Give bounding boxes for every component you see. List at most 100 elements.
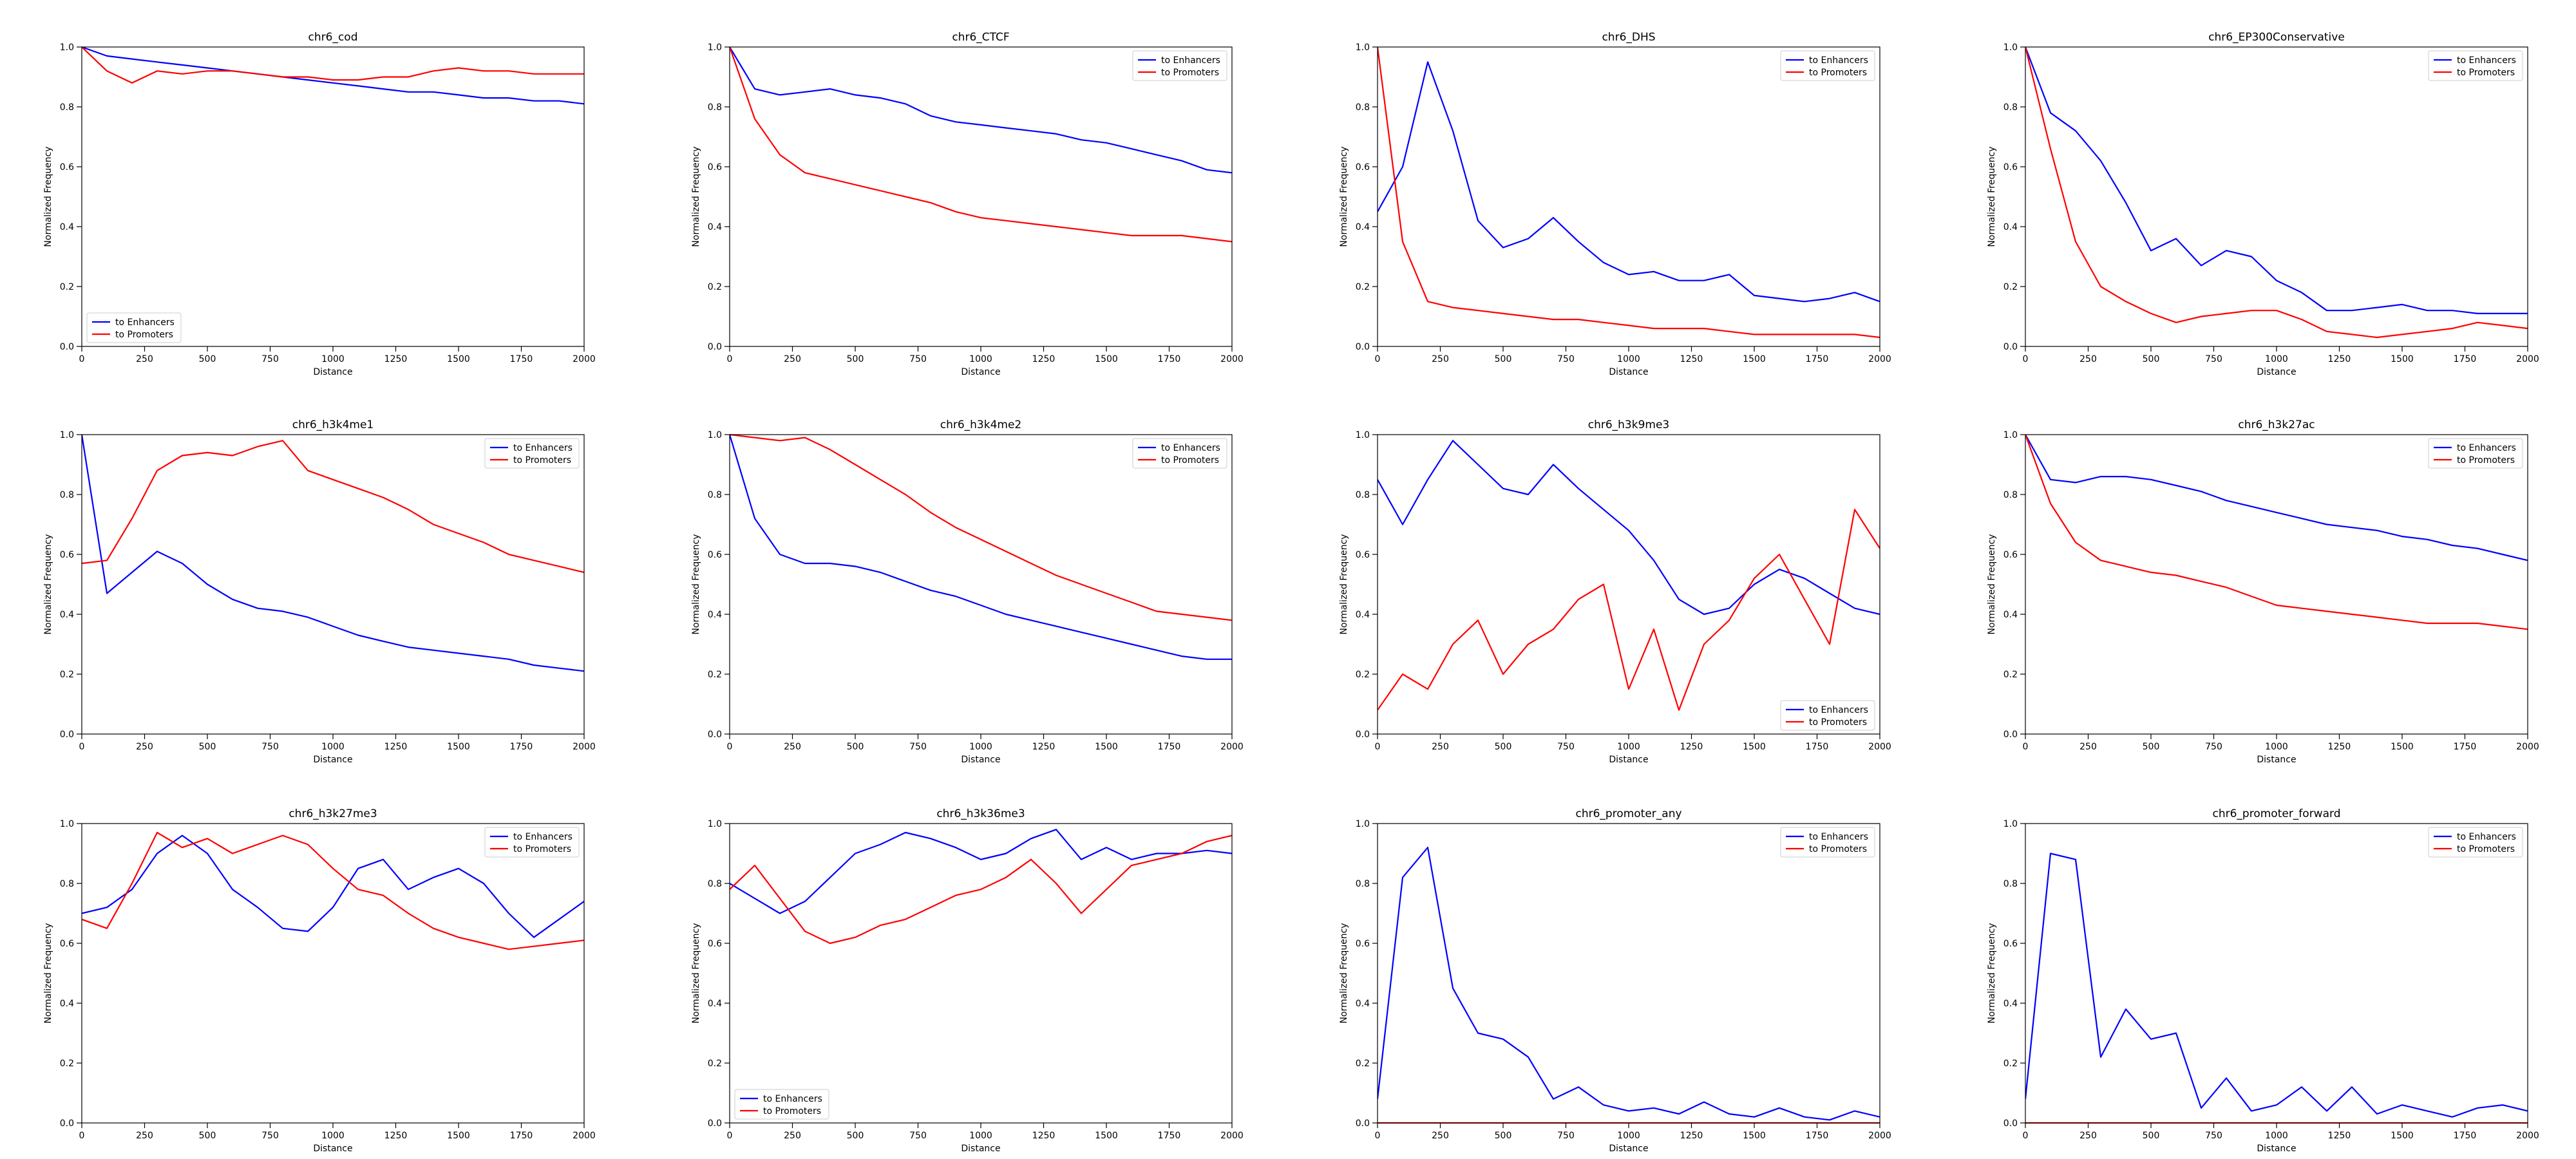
series-line-promoters: [2025, 434, 2528, 630]
subplot: chr6_DHS 0 250 500 750 1000 1250 1500 1750 2000 0.…: [1339, 31, 1891, 377]
x-tick-label: 2000: [1220, 354, 1244, 364]
y-tick-label: 0.8: [708, 490, 722, 500]
subplot: chr6_h3k27me3 0 250 500 750 1000 1250 1500 1750 2…: [43, 807, 596, 1154]
series-line-enhancers: [730, 829, 1232, 914]
y-tick-label: 0.2: [60, 670, 74, 680]
series-line-promoters: [1378, 46, 1880, 339]
subplot: chr6_h3k27ac 0 250 500 750 1000 1250 1500 1750 20…: [1987, 419, 2539, 765]
x-axis-label: Distance: [2257, 367, 2296, 377]
y-tick-label: 0.8: [60, 879, 74, 889]
legend-box: [2428, 827, 2523, 858]
y-tick-label: 0.2: [1356, 670, 1370, 680]
legend-label: to Promoters: [1809, 68, 1867, 78]
x-tick-label: 250: [1432, 742, 1449, 752]
x-axis-label: Distance: [313, 367, 352, 377]
legend-label: to Enhancers: [1809, 705, 1868, 715]
chart-title: chr6_h3k4me1: [292, 419, 374, 431]
y-tick-label: 0.6: [708, 939, 722, 949]
x-tick-label: 0: [2023, 354, 2029, 364]
y-tick-label: 0.4: [60, 610, 74, 620]
x-axis-label: Distance: [313, 1144, 352, 1154]
x-tick-label: 0: [79, 354, 85, 364]
x-tick-label: 0: [1375, 354, 1381, 364]
y-tick-label: 0.6: [708, 162, 722, 173]
y-axis-label: Normalized Frequency: [691, 534, 701, 634]
legend-box: [484, 827, 580, 858]
x-tick-label: 250: [784, 1131, 801, 1141]
y-tick-label: 0.0: [2003, 342, 2018, 352]
y-tick-label: 0.4: [708, 610, 722, 620]
y-tick-label: 0.4: [1356, 222, 1370, 232]
y-tick-label: 0.8: [60, 490, 74, 500]
x-tick-label: 1000: [1617, 742, 1640, 752]
x-tick-label: 1750: [2454, 742, 2477, 752]
x-tick-label: 0: [727, 354, 733, 364]
legend: to Enhancers to Promoters: [2428, 50, 2523, 81]
x-tick-label: 1500: [1095, 354, 1118, 364]
x-tick-label: 1000: [2265, 1131, 2288, 1141]
x-tick-label: 500: [2143, 1131, 2160, 1141]
legend: to Enhancers to Promoters: [2428, 438, 2523, 469]
x-tick-label: 250: [136, 1131, 153, 1141]
x-tick-label: 500: [1495, 742, 1512, 752]
y-tick-label: 1.0: [60, 819, 74, 829]
x-tick-label: 500: [847, 354, 864, 364]
x-tick-label: 1250: [384, 354, 408, 364]
plot-frame: [2025, 823, 2528, 1124]
series-line-enhancers: [82, 834, 584, 938]
x-tick-label: 750: [2205, 354, 2222, 364]
plot-frame: [1377, 823, 1880, 1124]
y-tick-label: 0.2: [708, 670, 722, 680]
x-tick-label: 250: [1432, 1131, 1449, 1141]
x-axis-label: Distance: [1609, 755, 1648, 765]
y-tick-label: 0.6: [60, 550, 74, 560]
x-tick-label: 1750: [1806, 354, 1829, 364]
legend-label: to Promoters: [2457, 455, 2515, 466]
series-line-promoters: [730, 834, 1232, 945]
y-tick-label: 0.6: [1356, 550, 1370, 560]
legend-box: [1780, 50, 1875, 81]
legend-box: [2428, 50, 2523, 81]
x-tick-label: 1250: [2328, 1131, 2351, 1141]
subplot: chr6_EP300Conservative 0 250 500 750 1000 1250…: [1987, 31, 2539, 377]
legend-label: to Enhancers: [115, 317, 175, 328]
x-tick-label: 1250: [384, 742, 408, 752]
legend-box: [1132, 438, 1227, 469]
subplot: chr6_promoter_forward 0 250 500 750 1000 1250 1…: [1987, 807, 2539, 1154]
y-tick-label: 0.8: [2003, 490, 2018, 500]
x-tick-label: 750: [261, 1131, 279, 1141]
y-axis-label: Normalized Frequency: [43, 146, 53, 247]
chart-title: chr6_CTCF: [952, 31, 1009, 44]
legend-label: to Promoters: [513, 844, 571, 854]
y-axis-label: Normalized Frequency: [1339, 534, 1349, 634]
y-axis-label: Normalized Frequency: [1339, 146, 1349, 247]
x-tick-label: 1500: [447, 742, 470, 752]
x-tick-label: 750: [2205, 1131, 2222, 1141]
y-tick-label: 0.8: [2003, 879, 2018, 889]
x-axis-label: Distance: [2257, 755, 2296, 765]
x-tick-label: 2000: [1868, 742, 1891, 752]
y-tick-label: 0.2: [1356, 282, 1370, 292]
x-tick-label: 250: [2079, 742, 2097, 752]
series-line-promoters: [82, 831, 584, 950]
chart-title: chr6_h3k27ac: [2238, 419, 2315, 431]
series-line-promoters: [730, 46, 1232, 243]
y-tick-label: 1.0: [708, 42, 722, 53]
x-tick-label: 250: [784, 354, 801, 364]
y-tick-label: 0.6: [1356, 162, 1370, 173]
x-tick-label: 500: [199, 354, 216, 364]
x-tick-label: 1500: [1095, 1131, 1118, 1141]
series-line-enhancers: [2025, 434, 2528, 561]
chart-title: chr6_cod: [308, 31, 358, 44]
chart-title: chr6_h3k27me3: [289, 807, 377, 820]
series-line-enhancers: [730, 434, 1232, 660]
x-tick-label: 1000: [321, 354, 345, 364]
legend-label: to Enhancers: [2457, 443, 2516, 453]
legend: to Enhancers to Promoters: [2428, 827, 2523, 858]
x-tick-label: 0: [2023, 1131, 2029, 1141]
x-tick-label: 2000: [573, 1131, 596, 1141]
y-tick-label: 0.0: [1356, 730, 1370, 740]
y-tick-label: 0.8: [2003, 102, 2018, 113]
x-tick-label: 1000: [321, 742, 345, 752]
